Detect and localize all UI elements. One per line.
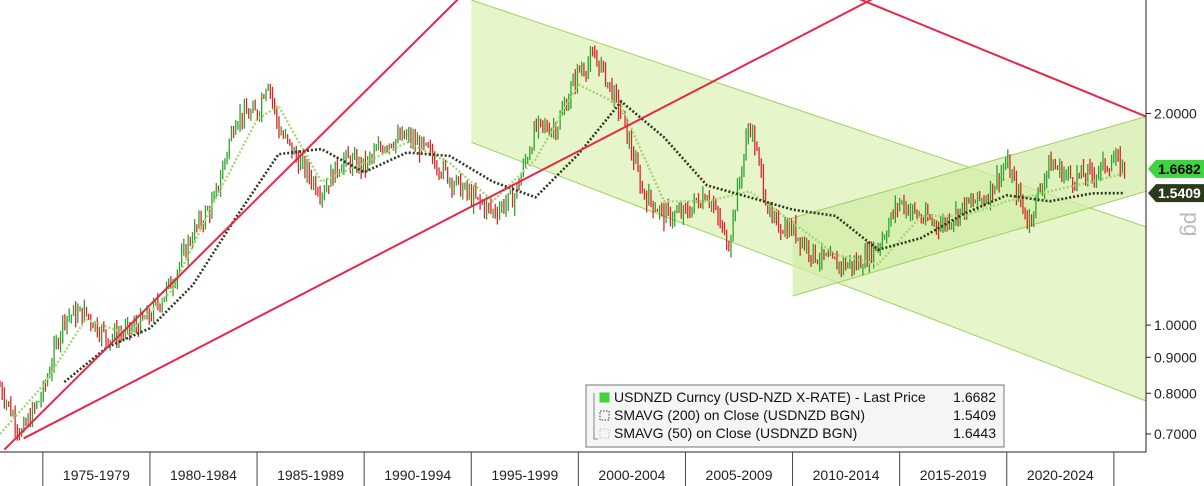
legend-swatch-1 (599, 392, 610, 403)
last-value-badge-2: 1.5409 (1148, 184, 1204, 203)
x-category-label: 1975-1979 (63, 467, 130, 483)
y-tick-label: 0.9000 (1154, 349, 1197, 365)
legend-value-1: 1.6682 (953, 389, 996, 405)
x-category-label: 1985-1989 (277, 467, 344, 483)
x-category-label: 1995-1999 (491, 467, 558, 483)
badge-value: 1.6682 (1158, 161, 1201, 177)
plot-area (0, 0, 1146, 451)
legend-swatch-2 (599, 410, 610, 421)
badge-shape (1148, 184, 1204, 203)
x-category-label: 1980-1984 (170, 467, 237, 483)
x-category-label: 2005-2009 (706, 467, 773, 483)
trendline-2 (23, 0, 873, 440)
legend-box (585, 384, 1005, 448)
x-category-label: 2010-2014 (813, 467, 880, 483)
x-category-label: 2015-2019 (920, 467, 987, 483)
x-category-label: 1990-1994 (384, 467, 451, 483)
badge-shape (1148, 159, 1204, 178)
y-tick-label: 2.0000 (1154, 105, 1197, 121)
last-value-badge-1: 1.6682 (1148, 159, 1204, 178)
x-category-label: 2020-2024 (1027, 467, 1094, 483)
channel-2-upper-line (792, 116, 1146, 219)
channel-2-lower-line (792, 190, 1146, 297)
legend-bracket (593, 393, 598, 440)
sma200-line (63, 99, 1125, 384)
legend-label-3: SMAVG (50) on Close (USDNZD BGN) (614, 425, 857, 441)
legend-swatch-3 (599, 428, 610, 439)
price-series (0, 45, 1126, 441)
legend: USDNZD Curncy (USD-NZD X-RATE) - Last Pr… (585, 384, 1005, 448)
x-axis-categories: 1975-1979 1980-1984 1985-1989 1990-1994 1995… (42, 452, 1115, 486)
legend-value-2: 1.5409 (953, 407, 996, 423)
channel-1 (471, 0, 1146, 401)
trendline-3 (858, 0, 1146, 118)
y-tick-label: 0.7000 (1154, 426, 1197, 442)
legend-label-1: USDNZD Curncy (USD-NZD X-RATE) - Last Pr… (614, 389, 926, 405)
legend-value-3: 1.6443 (953, 425, 996, 441)
trendline-1 (3, 0, 459, 451)
badge-value: 1.5409 (1158, 185, 1201, 201)
y-axis-label-fragment: pg (1179, 212, 1204, 236)
x-category-label: 2000-2004 (598, 467, 665, 483)
y-tick-label: 1.0000 (1154, 317, 1197, 333)
legend-label-2: SMAVG (200) on Close (USDNZD BGN) (614, 407, 865, 423)
y-tick-label: 0.8000 (1154, 385, 1197, 401)
sma50-line (0, 82, 1125, 435)
channel-2 (792, 116, 1146, 296)
